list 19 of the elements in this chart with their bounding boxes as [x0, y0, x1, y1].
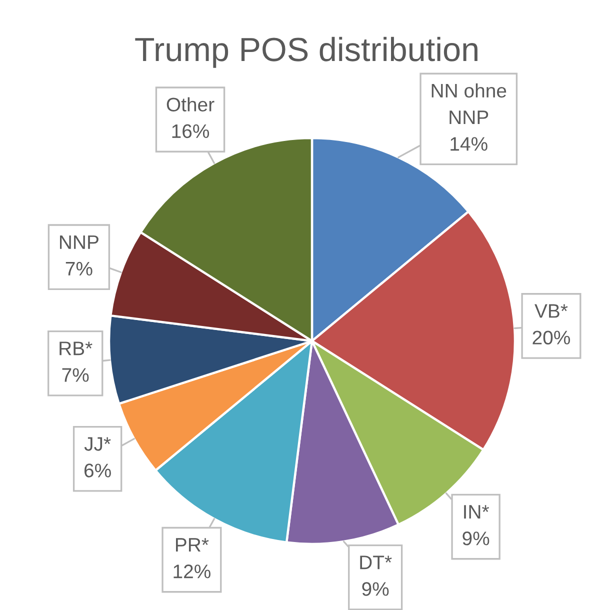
data-label: 20%	[532, 330, 570, 344]
data-label: 9%	[362, 582, 389, 596]
data-label: 7%	[66, 262, 92, 276]
slice-label: DT*	[360, 556, 392, 570]
data-label: 12%	[174, 564, 210, 578]
slice-label: IN*	[464, 505, 490, 519]
chart-title: Trump POS distribution	[135, 36, 478, 68]
slice-label: JJ*	[84, 437, 111, 451]
data-label: 14%	[450, 137, 488, 151]
slice-label: RB*	[60, 342, 92, 356]
slice-label: NNP	[60, 235, 98, 249]
data-label: 6%	[84, 464, 111, 478]
data-label: 16%	[172, 124, 210, 138]
slice-label: PR*	[176, 538, 209, 552]
slice-label: VB*	[534, 304, 568, 318]
slice-label: NN ohne NNP	[432, 83, 506, 124]
data-label: 7%	[62, 368, 89, 382]
data-label: 9%	[462, 532, 490, 546]
slice-label: Other	[166, 97, 214, 112]
